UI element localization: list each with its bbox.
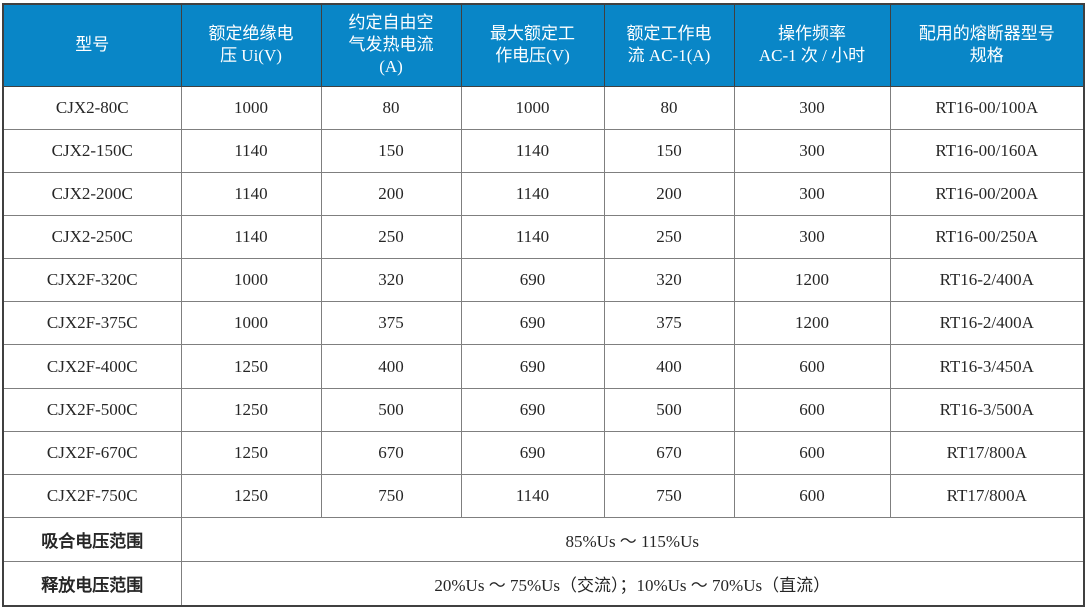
value-cell: 1140 [460, 171, 605, 216]
model-cell: CJX2F-750C [2, 473, 182, 519]
model-cell: CJX2F-670C [2, 430, 182, 475]
value-cell: 1000 [180, 258, 322, 303]
footer-row: 吸合电压范围 85%Us ～ 115%Us [2, 517, 1085, 563]
value-cell: 200 [320, 171, 462, 216]
value-cell: 80 [603, 85, 735, 130]
value-cell: 1140 [460, 128, 605, 173]
value-cell: RT17/800A [889, 430, 1085, 475]
header-cell: 操作频率 AC-1 次 / 小时 [733, 3, 891, 87]
footer-row: 释放电压范围 20%Us ～ 75%Us（交流）；10%Us ～ 70%Us（直流… [2, 561, 1085, 607]
value-cell: 750 [603, 473, 735, 519]
table-row: CJX2F-750C 1250 750 1140 750 600 RT17/800A [2, 473, 1085, 519]
value-cell: RT16-2/400A [889, 301, 1085, 346]
header-cell: 额定工作电 流 AC-1(A) [603, 3, 735, 87]
value-cell: 690 [460, 387, 605, 432]
header-cell: 额定绝缘电 压 Ui(V) [180, 3, 322, 87]
value-cell: RT16-2/400A [889, 258, 1085, 303]
value-cell: 300 [733, 128, 891, 173]
value-cell: 400 [320, 344, 462, 389]
value-cell: 670 [320, 430, 462, 475]
footer-label: 释放电压范围 [2, 561, 182, 607]
footer-label: 吸合电压范围 [2, 517, 182, 563]
value-cell: RT16-3/450A [889, 344, 1085, 389]
value-cell: 1000 [460, 85, 605, 130]
value-cell: 1000 [180, 301, 322, 346]
value-cell: 690 [460, 430, 605, 475]
header-cell: 配用的熔断器型号 规格 [889, 3, 1085, 87]
value-cell: 600 [733, 344, 891, 389]
model-cell: CJX2F-320C [2, 258, 182, 303]
value-cell: 600 [733, 473, 891, 519]
contactor-spec-table: 型号 额定绝缘电 压 Ui(V) 约定自由空 气发热电流 (A) 最大额定工 作电压(… [2, 3, 1085, 607]
value-cell: RT17/800A [889, 473, 1085, 519]
footer-value: 20%Us ～ 75%Us（交流）；10%Us ～ 70%Us（直流） [180, 561, 1085, 607]
model-cell: CJX2-150C [2, 128, 182, 173]
value-cell: RT16-00/200A [889, 171, 1085, 216]
value-cell: 1000 [180, 85, 322, 130]
header-cell: 约定自由空 气发热电流 (A) [320, 3, 462, 87]
value-cell: 1200 [733, 258, 891, 303]
value-cell: 1140 [180, 128, 322, 173]
value-cell: 500 [320, 387, 462, 432]
value-cell: RT16-3/500A [889, 387, 1085, 432]
table-row: CJX2F-670C 1250 670 690 670 600 RT17/800A [2, 430, 1085, 475]
model-cell: CJX2F-375C [2, 301, 182, 346]
value-cell: 300 [733, 85, 891, 130]
table-row: CJX2F-400C 1250 400 690 400 600 RT16-3/450A [2, 344, 1085, 389]
value-cell: 1140 [180, 171, 322, 216]
model-cell: CJX2-250C [2, 214, 182, 260]
table-row: CJX2-150C 1140 150 1140 150 300 RT16-00/160A [2, 128, 1085, 173]
value-cell: 400 [603, 344, 735, 389]
value-cell: 600 [733, 387, 891, 432]
value-cell: 750 [320, 473, 462, 519]
table-body: CJX2-80C 1000 80 1000 80 300 RT16-00/100A CJX2-… [2, 85, 1085, 607]
value-cell: 600 [733, 430, 891, 475]
header-row: 型号 额定绝缘电 压 Ui(V) 约定自由空 气发热电流 (A) 最大额定工 作电压(… [2, 3, 1085, 87]
value-cell: RT16-00/160A [889, 128, 1085, 173]
table-row: CJX2F-375C 1000 375 690 375 1200 RT16-2/400A [2, 301, 1085, 346]
value-cell: 375 [320, 301, 462, 346]
value-cell: 670 [603, 430, 735, 475]
value-cell: 150 [603, 128, 735, 173]
value-cell: 1140 [460, 214, 605, 260]
value-cell: RT16-00/250A [889, 214, 1085, 260]
value-cell: 500 [603, 387, 735, 432]
table-row: CJX2F-320C 1000 320 690 320 1200 RT16-2/400A [2, 258, 1085, 303]
table-header: 型号 额定绝缘电 压 Ui(V) 约定自由空 气发热电流 (A) 最大额定工 作电压(… [2, 3, 1085, 87]
value-cell: 80 [320, 85, 462, 130]
table-row: CJX2-80C 1000 80 1000 80 300 RT16-00/100A [2, 85, 1085, 130]
value-cell: 150 [320, 128, 462, 173]
value-cell: 1250 [180, 387, 322, 432]
value-cell: 1250 [180, 430, 322, 475]
value-cell: 1140 [180, 214, 322, 260]
value-cell: 200 [603, 171, 735, 216]
value-cell: 1250 [180, 344, 322, 389]
value-cell: RT16-00/100A [889, 85, 1085, 130]
footer-value: 85%Us ～ 115%Us [180, 517, 1085, 563]
model-cell: CJX2-80C [2, 85, 182, 130]
value-cell: 250 [320, 214, 462, 260]
value-cell: 300 [733, 214, 891, 260]
model-cell: CJX2-200C [2, 171, 182, 216]
header-cell: 型号 [2, 3, 182, 87]
table-row: CJX2-250C 1140 250 1140 250 300 RT16-00/250A [2, 214, 1085, 260]
value-cell: 690 [460, 344, 605, 389]
value-cell: 375 [603, 301, 735, 346]
value-cell: 320 [603, 258, 735, 303]
table-row: CJX2F-500C 1250 500 690 500 600 RT16-3/500A [2, 387, 1085, 432]
model-cell: CJX2F-500C [2, 387, 182, 432]
value-cell: 690 [460, 258, 605, 303]
value-cell: 1250 [180, 473, 322, 519]
value-cell: 250 [603, 214, 735, 260]
value-cell: 1200 [733, 301, 891, 346]
value-cell: 690 [460, 301, 605, 346]
model-cell: CJX2F-400C [2, 344, 182, 389]
header-cell: 最大额定工 作电压(V) [460, 3, 605, 87]
value-cell: 300 [733, 171, 891, 216]
value-cell: 1140 [460, 473, 605, 519]
value-cell: 320 [320, 258, 462, 303]
table-row: CJX2-200C 1140 200 1140 200 300 RT16-00/200A [2, 171, 1085, 216]
